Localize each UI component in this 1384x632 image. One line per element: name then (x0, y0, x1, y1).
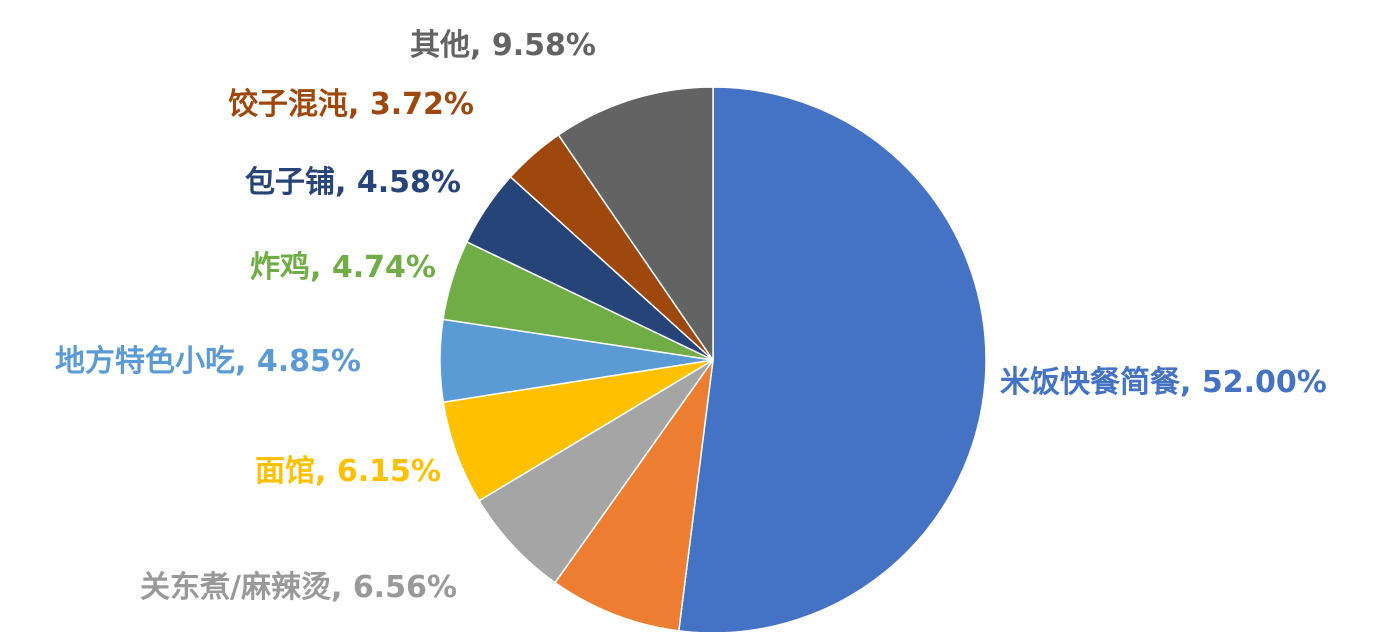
slice-label: 其他, 9.58% (410, 28, 596, 63)
pie-slice (478, 359, 714, 584)
label-separator: , (310, 250, 332, 285)
category-name: 炸鸡 (250, 250, 310, 285)
value-label: 52.00% (1202, 365, 1327, 400)
value-label: 6.15% (337, 454, 441, 489)
label-separator: , (315, 454, 337, 489)
slice-label: 包子铺, 4.58% (245, 165, 461, 200)
slice-label: 米饭快餐简餐, 52.00% (1000, 365, 1327, 400)
value-label: 9.58% (492, 28, 596, 63)
slice-label: 地方特色小吃, 4.85% (55, 344, 361, 379)
label-separator: , (335, 165, 357, 200)
category-name: 饺子混沌 (228, 87, 348, 122)
label-separator: , (348, 87, 370, 122)
value-label: 3.72% (370, 87, 474, 122)
category-name: 关东煮/麻辣烫 (140, 570, 331, 605)
category-name: 包子铺 (245, 165, 335, 200)
value-label: 6.56% (353, 570, 457, 605)
pie-slice (677, 86, 987, 632)
category-name: 面馆 (255, 454, 315, 489)
pie-slice (557, 86, 714, 363)
value-label: 4.74% (332, 250, 436, 285)
slice-label: 饺子混沌, 3.72% (228, 87, 474, 122)
label-separator: , (470, 28, 492, 63)
label-separator: , (331, 570, 353, 605)
category-name: 其他 (410, 28, 470, 63)
value-label: 4.85% (257, 344, 361, 379)
category-name: 米饭快餐简餐 (1000, 365, 1181, 400)
value-label: 4.58% (357, 165, 461, 200)
slice-label: 关东煮/麻辣烫, 6.56% (140, 570, 457, 605)
slice-label: 炸鸡, 4.74% (250, 250, 436, 285)
label-separator: , (235, 344, 257, 379)
category-name: 地方特色小吃 (55, 344, 235, 379)
slice-label: 面馆, 6.15% (255, 454, 441, 489)
label-separator: , (1180, 365, 1202, 400)
pie-slice (553, 359, 714, 632)
